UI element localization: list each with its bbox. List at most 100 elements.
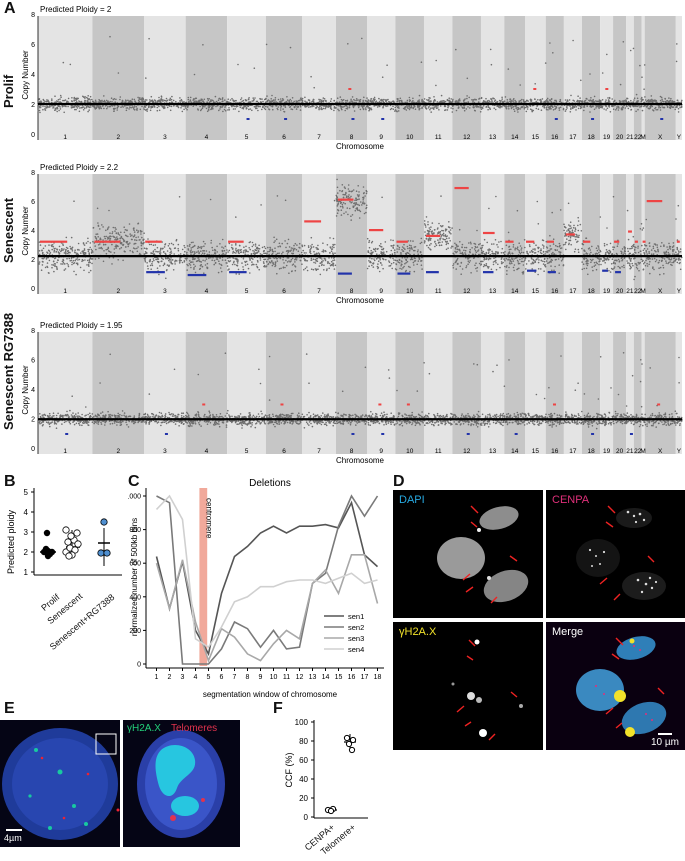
cn-dot [267, 247, 269, 249]
cn-dot [466, 265, 468, 267]
cn-dot [313, 105, 315, 107]
cn-dot [83, 253, 85, 255]
cn-dot [184, 251, 186, 253]
cn-dot [424, 220, 426, 222]
cn-dot [347, 100, 349, 102]
cn-dot [462, 244, 464, 246]
cn-dot [433, 108, 435, 110]
cn-dot [464, 252, 466, 254]
cn-dot [671, 100, 673, 102]
cn-dot [100, 239, 102, 241]
cn-dot [133, 228, 135, 230]
cn-ytick: 0 [31, 286, 35, 293]
cn-dot [173, 100, 175, 102]
cn-dot [53, 261, 55, 263]
cn-dot [396, 248, 398, 250]
cn-dot [260, 259, 262, 261]
cn-dot [137, 223, 139, 225]
cn-dot [134, 100, 136, 102]
cn-dot [51, 100, 53, 102]
cn-dot [428, 107, 430, 109]
cn-dot [186, 252, 188, 254]
cn-dot [171, 252, 173, 254]
cn-dot [280, 101, 282, 103]
cn-dot [298, 106, 300, 108]
cn-dot [188, 249, 190, 251]
cn-dot [461, 246, 463, 248]
cn-dot [425, 106, 427, 108]
cn-dot [328, 268, 330, 270]
cn-dot [109, 239, 111, 241]
cn-dot [429, 231, 431, 233]
cn-dot [516, 248, 518, 250]
cn-dot [426, 238, 428, 240]
cn-dot [134, 99, 136, 101]
cn-dot [286, 96, 288, 98]
cn-dot [245, 105, 247, 107]
cn-dot [238, 253, 240, 255]
cn-dot [355, 202, 357, 204]
cn-dot [151, 244, 153, 246]
cn-dot [133, 236, 135, 238]
cn-dot [504, 260, 506, 262]
cn-dot [275, 99, 277, 101]
cn-dot [98, 225, 100, 227]
cn-dot [275, 97, 277, 99]
cn-dot [96, 108, 98, 110]
cn-dot [99, 108, 101, 110]
cn-dot [88, 272, 90, 274]
cn-dot [512, 99, 514, 101]
cn-dot [469, 260, 471, 262]
cn-dot [152, 265, 154, 267]
cn-dot [78, 106, 80, 108]
ploidy-text: Predicted Ploidy = 2 [40, 5, 112, 14]
cn-dot [233, 108, 235, 110]
cn-dot [73, 200, 75, 202]
cn-dot [354, 100, 356, 102]
cn-dot [335, 107, 337, 109]
cn-dot [514, 110, 516, 112]
cn-dot [347, 214, 349, 216]
cn-dot [554, 108, 556, 110]
cn-dot [508, 68, 510, 70]
cn-dot [511, 106, 513, 108]
cn-dot [300, 97, 302, 99]
cn-dot [218, 99, 220, 101]
cn-dot [316, 269, 318, 271]
cn-dot [459, 98, 461, 100]
cn-dot [65, 106, 67, 108]
cn-dot [326, 105, 328, 107]
cn-dot [282, 108, 284, 110]
cn-dot [495, 99, 497, 101]
cn-dot [176, 260, 178, 262]
cn-dot [464, 247, 466, 249]
cn-dot [621, 109, 623, 111]
cn-dot [462, 107, 464, 109]
cn-dot [165, 278, 167, 280]
cn-dot [281, 243, 283, 245]
cn-dot [346, 108, 348, 110]
cn-dot [163, 265, 165, 267]
cn-dot [303, 269, 305, 271]
cn-dot [518, 100, 520, 102]
cn-dot [506, 245, 508, 247]
cn-dot [92, 251, 94, 253]
cn-dot [577, 95, 579, 97]
cn-dot [148, 106, 150, 108]
cn-dot [188, 97, 190, 99]
cn-dot [280, 268, 282, 270]
loss-segment [591, 118, 594, 120]
cn-dot [479, 98, 481, 100]
cn-dot [513, 258, 515, 260]
cn-dot [295, 106, 297, 108]
cn-dot [95, 100, 97, 102]
cn-dot [45, 109, 47, 111]
cn-dot [42, 109, 44, 111]
cn-dot [452, 100, 454, 102]
cn-dot [268, 108, 270, 110]
cn-dot [463, 100, 465, 102]
cn-dot [347, 106, 349, 108]
cn-dot [267, 251, 269, 253]
cn-dot [393, 108, 395, 110]
cn-dot [517, 246, 519, 248]
